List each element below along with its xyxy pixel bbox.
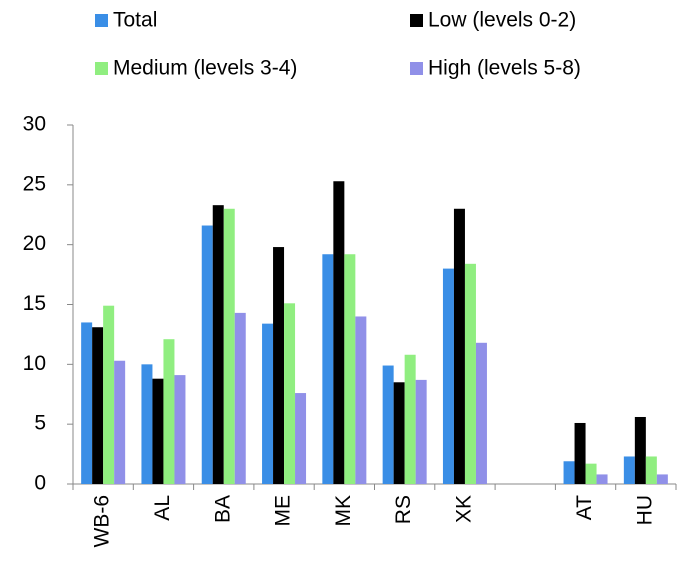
legend-label: Low (levels 0-2) — [428, 9, 576, 32]
bar — [574, 422, 586, 484]
bar — [442, 268, 454, 484]
y-tick-label: 15 — [23, 292, 46, 315]
bar — [382, 365, 394, 484]
bar — [585, 463, 597, 484]
bar — [152, 378, 164, 484]
legend-label: Medium (levels 3-4) — [113, 57, 297, 80]
bar — [656, 474, 668, 484]
x-tick-label: WB-6 — [91, 495, 114, 548]
legend-swatch — [95, 14, 108, 27]
x-tick-label: MK — [332, 495, 355, 527]
legend-label: High (levels 5-8) — [428, 57, 581, 80]
bar — [415, 379, 427, 484]
legend-swatch — [410, 14, 423, 27]
bar — [284, 303, 296, 484]
bar — [645, 456, 657, 484]
bar — [355, 316, 367, 484]
x-tick-label: HU — [633, 495, 656, 525]
bar — [212, 205, 224, 484]
x-tick-label: XK — [452, 495, 475, 523]
bar — [475, 342, 487, 484]
bar — [563, 461, 575, 484]
x-tick-label: BA — [211, 495, 234, 523]
bar — [322, 254, 334, 484]
bar — [634, 416, 646, 484]
bar — [273, 247, 285, 484]
y-tick-label: 10 — [23, 352, 46, 375]
legend-swatch — [410, 62, 423, 75]
bar — [223, 208, 235, 484]
bar — [81, 322, 93, 484]
bar — [141, 364, 153, 484]
bar — [262, 323, 274, 484]
y-tick-label: 20 — [23, 232, 46, 255]
bar — [114, 360, 126, 484]
bar — [163, 339, 175, 484]
bar — [623, 456, 635, 484]
bar — [295, 393, 307, 484]
bar — [404, 354, 416, 484]
legend-swatch — [95, 62, 108, 75]
bar — [234, 312, 246, 484]
bar — [174, 375, 186, 484]
bar — [333, 181, 345, 484]
bar — [103, 305, 115, 484]
x-tick-label: AL — [151, 495, 174, 521]
y-tick-label: 30 — [23, 113, 46, 136]
bar — [92, 327, 104, 484]
x-tick-label: AT — [573, 495, 596, 520]
y-tick-label: 0 — [34, 472, 46, 495]
x-tick-label: RS — [392, 495, 415, 524]
y-tick-label: 25 — [23, 172, 46, 195]
bar — [344, 254, 356, 484]
bar — [596, 474, 608, 484]
bar — [464, 263, 476, 484]
legend-label: Total — [113, 9, 157, 32]
bar — [201, 225, 213, 484]
bar — [453, 208, 465, 484]
x-tick-label: ME — [272, 495, 295, 527]
y-tick-label: 5 — [34, 412, 46, 435]
bar — [393, 382, 405, 484]
